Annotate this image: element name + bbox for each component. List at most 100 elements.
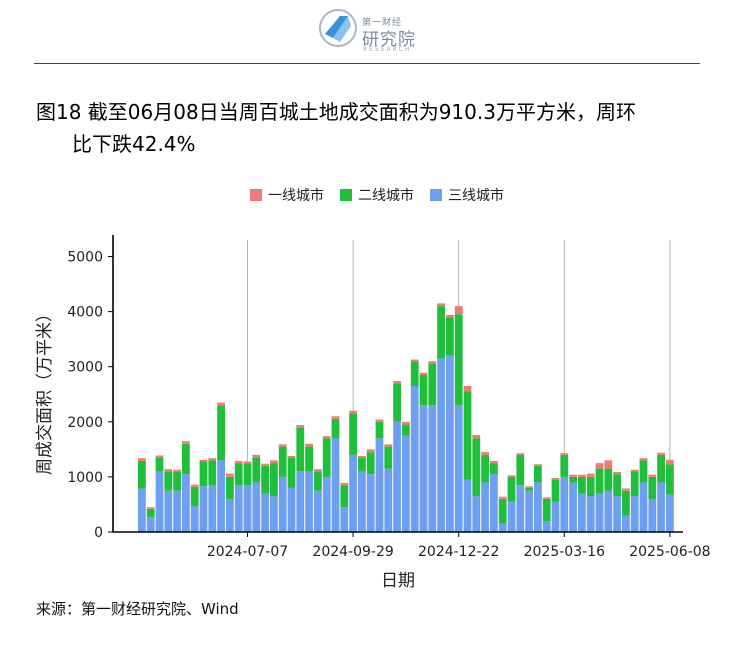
bar-segment-tier3	[648, 498, 657, 532]
x-tick-label: 2024-12-22	[418, 544, 499, 560]
brand-logo: 第一财经 研究院 RESEARCH	[318, 8, 430, 54]
bar-segment-tier3	[560, 476, 569, 532]
header-divider	[34, 63, 700, 64]
bar-segment-tier2	[208, 460, 217, 486]
bar-segment-tier3	[349, 454, 357, 532]
bar-segment-tier2	[322, 438, 331, 477]
logo-mark-icon	[319, 9, 357, 47]
bar-segment-tier3	[578, 493, 586, 532]
bar-segment-tier2	[639, 460, 648, 483]
y-tick-label: 4000	[67, 305, 103, 321]
bar-segment-tier1	[490, 460, 498, 464]
bar-segment-tier1	[243, 461, 252, 464]
title-line-2: 比下跌42.4%	[72, 132, 196, 156]
bar-segment-tier2	[630, 471, 639, 497]
title-line-1: 图18 截至06月08日当周百城土地成交面积为910.3万平方米，周环	[36, 100, 636, 124]
y-tick-label: 5000	[67, 250, 103, 266]
bar-segment-tier1	[595, 463, 604, 469]
y-tick-label: 2000	[67, 415, 103, 431]
bar-segment-tier2	[305, 446, 313, 472]
bar-segment-tier3	[270, 496, 278, 532]
bar-segment-tier3	[226, 498, 234, 532]
bar-segment-tier1	[419, 372, 428, 375]
bar-segment-tier2	[595, 468, 604, 494]
bar-segment-tier2	[226, 476, 234, 499]
bar-segment-tier1	[560, 453, 569, 455]
bar-segment-tier1	[604, 460, 613, 469]
bar-segment-tier3	[261, 493, 269, 532]
bar-segment-tier2	[534, 465, 542, 483]
bar-segment-tier1	[261, 463, 269, 466]
bar-segment-tier2	[278, 446, 287, 477]
bar-segment-tier1	[542, 497, 551, 499]
bar-segment-tier2	[217, 405, 225, 461]
x-tick-label: 2025-03-16	[524, 544, 605, 560]
bar-segment-tier3	[243, 485, 252, 532]
legend-label-tier1: 一线城市	[268, 188, 324, 204]
bar-segment-tier2	[569, 476, 577, 483]
bar-segment-tier2	[657, 454, 665, 483]
bar-segment-tier3	[525, 490, 533, 532]
bar-segment-tier3	[437, 358, 445, 532]
bar-segment-tier2	[419, 374, 428, 406]
bar-segment-tier2	[366, 452, 375, 475]
x-tick-label: 2025-06-08	[629, 544, 710, 560]
bar-segment-tier1	[534, 464, 542, 466]
bar-segment-tier2	[454, 314, 463, 406]
bar-segment-tier3	[234, 485, 243, 532]
legend-item-tier1: 一线城市	[250, 185, 324, 205]
bar-segment-tier3	[322, 476, 331, 532]
bar-segment-tier2	[481, 454, 489, 483]
bar-segment-tier2	[648, 476, 657, 499]
bar-segment-tier2	[270, 463, 278, 497]
bar-segment-tier2	[410, 361, 419, 386]
bar-segment-tier2	[498, 498, 507, 524]
bar-segment-tier3	[199, 486, 208, 532]
bar-segment-tier3	[613, 496, 621, 532]
bar-segment-tier2	[234, 463, 243, 486]
y-tick-label: 1000	[67, 470, 103, 486]
bar-segment-tier2	[243, 463, 252, 486]
bar-segment-tier3	[155, 471, 164, 532]
bar-segment-tier3	[472, 496, 481, 532]
bar-segment-tier1	[463, 386, 472, 392]
bar-segment-tier2	[182, 443, 190, 475]
bar-segment-tier3	[182, 474, 190, 532]
bar-segment-tier1	[402, 421, 410, 425]
bar-segment-tier3	[428, 405, 437, 532]
bar-segment-tier1	[630, 469, 639, 472]
bar-segment-tier2	[560, 454, 569, 477]
bar-segment-tier2	[428, 363, 437, 406]
bar-segment-tier2	[622, 490, 630, 516]
bar-segment-tier1	[622, 488, 630, 491]
bar-segment-tier2	[393, 383, 401, 422]
bar-segment-tier3	[138, 488, 146, 532]
bar-segment-tier3	[393, 421, 401, 532]
bar-segment-tier1	[270, 460, 278, 464]
bar-segment-tier3	[366, 474, 375, 532]
bar-segment-tier1	[384, 444, 393, 447]
bar-segment-tier3	[340, 507, 349, 532]
chart-bars	[138, 303, 674, 532]
x-axis-label: 日期	[381, 571, 415, 591]
bar-segment-tier1	[208, 458, 217, 461]
bar-segment-tier1	[173, 469, 181, 472]
bar-segment-tier2	[164, 471, 173, 491]
stacked-bar-chart: 0 1000 2000 3000 4000 5000 2024-07-07 2024-09-2…	[35, 235, 711, 591]
bar-segment-tier1	[657, 452, 665, 455]
legend-label-tier2: 二线城市	[358, 188, 414, 204]
bar-segment-tier3	[446, 355, 454, 532]
bar-segment-tier3	[595, 493, 604, 532]
bar-segment-tier3	[358, 471, 366, 532]
bar-segment-tier2	[578, 476, 586, 494]
bar-segment-tier1	[437, 303, 445, 307]
bar-segment-tier3	[639, 482, 648, 532]
bar-segment-tier2	[155, 457, 164, 472]
bar-segment-tier1	[569, 474, 577, 477]
bar-segment-tier1	[217, 402, 225, 406]
bar-segment-tier1	[578, 474, 586, 477]
bar-segment-tier1	[322, 436, 331, 439]
bar-segment-tier3	[410, 386, 419, 532]
bar-segment-tier3	[296, 471, 305, 532]
bar-segment-tier1	[551, 478, 560, 480]
